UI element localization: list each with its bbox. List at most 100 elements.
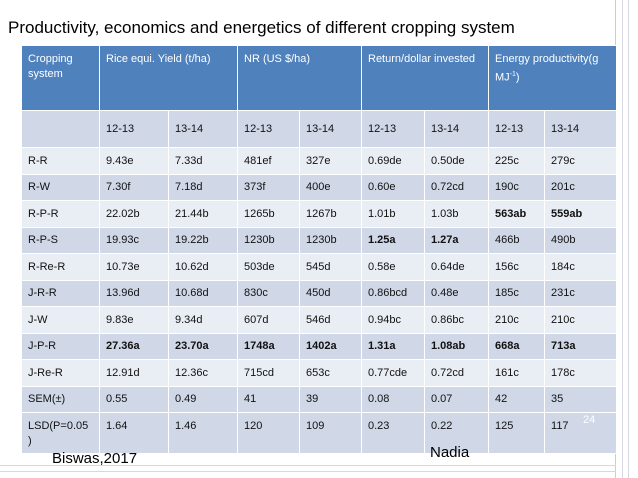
header-yield: Rice equi. Yield (t/ha) xyxy=(99,45,238,111)
table-cell: 0.60e xyxy=(361,173,425,201)
table-cell: 1748a xyxy=(237,332,300,360)
table-cell: 0.22 xyxy=(423,412,490,454)
table-cell: 0.72cd xyxy=(423,359,490,387)
table-cell: 503de xyxy=(237,253,300,281)
year-cell-blank xyxy=(21,110,100,148)
table-cell: 225c xyxy=(488,147,546,175)
table-cell: 481ef xyxy=(237,147,300,175)
header-cropping-system: Cropping system xyxy=(21,45,100,111)
table-cell: 1.25a xyxy=(361,226,425,254)
slide-number: 24 xyxy=(583,414,596,426)
table-cell: 0.49 xyxy=(168,385,238,413)
row-label: R-W xyxy=(21,173,100,201)
table-cell: 1.31a xyxy=(361,332,425,360)
table-cell: 39 xyxy=(299,385,362,413)
results-table: Cropping system Rice equi. Yield (t/ha) … xyxy=(21,45,618,454)
header-net-return: NR (US $/ha) xyxy=(237,45,362,111)
table-cell: 10.62d xyxy=(168,253,238,281)
table-cell: 1.64 xyxy=(99,412,169,454)
table-cell: 546d xyxy=(299,306,362,334)
year-row: 12-13 13-14 12-13 13-14 12-13 13-14 12-1… xyxy=(21,110,618,148)
table-cell: 22.02b xyxy=(99,200,169,228)
table-cell: 0.77cde xyxy=(361,359,425,387)
row-label: J-W xyxy=(21,306,100,334)
year-cell: 12-13 xyxy=(99,110,169,148)
row-label: R-Re-R xyxy=(21,253,100,281)
table-cell: 21.44b xyxy=(168,200,238,228)
table-cell: 607d xyxy=(237,306,300,334)
table-cell: 0.86bc xyxy=(423,306,490,334)
table-cell: 12.91d xyxy=(99,359,169,387)
table-cell: 450d xyxy=(299,279,362,307)
row-label: J-R-R xyxy=(21,279,100,307)
table-cell: 0.64de xyxy=(423,253,490,281)
table-cell: 830c xyxy=(237,279,300,307)
energy-header-text: Energy productivity(g MJ xyxy=(495,53,599,84)
table-cell: 668a xyxy=(488,332,546,360)
slide-frame-right xyxy=(615,0,638,478)
table-cell: 7.18d xyxy=(168,173,238,201)
frame-line-bottom xyxy=(0,471,616,472)
table-cell: 42 xyxy=(488,385,546,413)
table-cell: 713a xyxy=(544,332,618,360)
table-cell: 109 xyxy=(299,412,362,454)
table-cell: 10.73e xyxy=(99,253,169,281)
year-cell: 12-13 xyxy=(488,110,546,148)
frame-line xyxy=(622,0,623,478)
table-row: SEM(±) 0.55 0.49 41 39 0.08 0.07 42 35 xyxy=(21,385,618,413)
table-row: J-R-R 13.96d 10.68d 830c 450d 0.86bcd 0.48e 185… xyxy=(21,279,618,307)
table-cell: 35 xyxy=(544,385,618,413)
table-cell: 1402a xyxy=(299,332,362,360)
footer-citation: Biswas,2017 xyxy=(52,450,138,467)
table-cell: 7.30f xyxy=(99,173,169,201)
table-cell: 9.34d xyxy=(168,306,238,334)
table-cell: 13.96d xyxy=(99,279,169,307)
table-cell: 1.27a xyxy=(423,226,490,254)
table-header-row: Cropping system Rice equi. Yield (t/ha) … xyxy=(21,45,618,111)
slide-title: Productivity, economics and energetics o… xyxy=(8,18,515,37)
table-cell: 653c xyxy=(299,359,362,387)
table-cell: 19.22b xyxy=(168,226,238,254)
table-cell: 178c xyxy=(544,359,618,387)
table-cell: 12.36c xyxy=(168,359,238,387)
row-label: J-Re-R xyxy=(21,359,100,387)
table-cell: 201c xyxy=(544,173,618,201)
table-cell: 0.48e xyxy=(423,279,490,307)
table-cell: 23.70a xyxy=(168,332,238,360)
table-cell: 1.03b xyxy=(423,200,490,228)
header-return-per-dollar: Return/dollar invested xyxy=(360,45,490,111)
year-cell: 13-14 xyxy=(168,110,238,148)
table-row: R-R 9.43e 7.33d 481ef 327e 0.69de 0.50de 225c 27… xyxy=(21,147,618,175)
table-cell: 184c xyxy=(544,253,618,281)
table-row: J-W 9.83e 9.34d 607d 546d 0.94bc 0.86bc 210c 210… xyxy=(21,306,618,334)
table-cell: 1230b xyxy=(237,226,300,254)
table-cell: 0.94bc xyxy=(361,306,425,334)
header-energy-productivity: Energy productivity(g MJ-1) xyxy=(488,45,618,111)
table-cell: 0.55 xyxy=(99,385,169,413)
table-cell: 9.43e xyxy=(99,147,169,175)
energy-header-close: ) xyxy=(515,71,520,84)
table-cell: 0.23 xyxy=(361,412,425,454)
table-cell: 156c xyxy=(488,253,546,281)
table-cell: 120 xyxy=(237,412,300,454)
table-row: R-P-R 22.02b 21.44b 1265b 1267b 1.01b 1.03b 563… xyxy=(21,200,618,228)
table-cell: 1.46 xyxy=(168,412,238,454)
row-label: R-P-S xyxy=(21,226,100,254)
row-label: J-P-R xyxy=(21,332,100,360)
table-cell: 0.07 xyxy=(423,385,490,413)
table-row: R-Re-R 10.73e 10.62d 503de 545d 0.58e 0.64de 15… xyxy=(21,253,618,281)
table-cell: 0.58e xyxy=(361,253,425,281)
row-label: R-P-R xyxy=(21,200,100,228)
table-row-lsd: LSD(P=0.05 ) 1.64 1.46 120 109 0.23 0.22 125 117 xyxy=(21,412,618,454)
year-cell: 12-13 xyxy=(361,110,425,148)
table-cell: 41 xyxy=(237,385,300,413)
table-cell: 0.69de xyxy=(361,147,425,175)
table-row: R-P-S 19.93c 19.22b 1230b 1230b 1.25a 1.27a 466… xyxy=(21,226,618,254)
table-row: J-Re-R 12.91d 12.36c 715cd 653c 0.77cde 0.72cd… xyxy=(21,359,618,387)
table-cell: 185c xyxy=(488,279,546,307)
table-cell: 0.86bcd xyxy=(361,279,425,307)
table-cell: 1265b xyxy=(237,200,300,228)
table-cell: 190c xyxy=(488,173,546,201)
energy-header-superscript: -1 xyxy=(509,71,516,78)
table-cell: 1.01b xyxy=(361,200,425,228)
